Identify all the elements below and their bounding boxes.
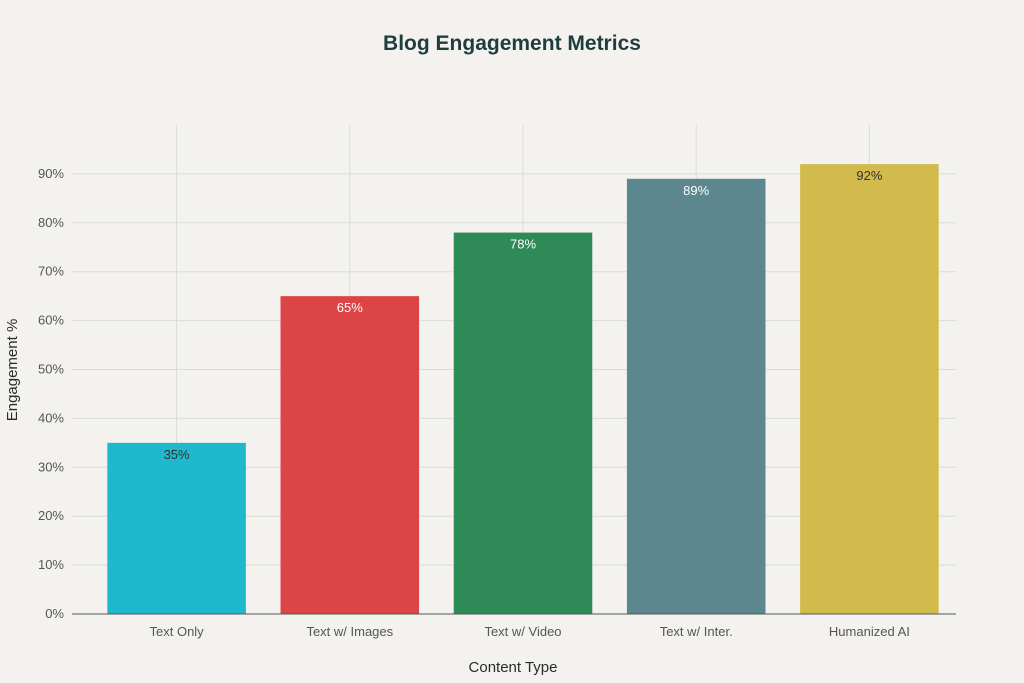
y-axis-ticks: 0% 10% 20% 30% 40% 50% 60% 70% 80% 90%	[38, 166, 64, 621]
data-label: 92%	[856, 168, 882, 183]
data-label: 89%	[683, 183, 709, 198]
y-axis-title: Engagement %	[4, 319, 21, 422]
y-tick-label: 40%	[38, 410, 64, 425]
y-tick-label: 70%	[38, 264, 64, 279]
x-tick-label: Humanized AI	[829, 624, 910, 639]
y-tick-label: 80%	[38, 215, 64, 230]
data-label: 78%	[510, 237, 536, 252]
y-tick-label: 90%	[38, 166, 64, 181]
x-tick-label: Text Only	[150, 624, 205, 639]
bar[interactable]	[453, 232, 593, 614]
y-tick-label: 20%	[38, 508, 64, 523]
y-tick-label: 0%	[45, 606, 64, 621]
x-tick-label: Text w/ Inter.	[660, 624, 733, 639]
bar[interactable]	[107, 442, 246, 614]
x-tick-label: Text w/ Images	[306, 624, 393, 639]
x-tick-label: Text w/ Video	[484, 624, 561, 639]
y-tick-label: 60%	[38, 313, 64, 328]
bars	[107, 164, 939, 615]
data-label: 35%	[164, 447, 190, 462]
x-axis-title: Content Type	[469, 659, 558, 676]
bar[interactable]	[800, 164, 939, 614]
x-axis-ticks: Text Only Text w/ Images Text w/ Video Text…	[150, 624, 910, 639]
y-tick-label: 10%	[38, 557, 64, 572]
y-tick-label: 50%	[38, 362, 64, 377]
data-labels: 35% 65% 78% 89% 92%	[164, 168, 883, 462]
data-label: 65%	[337, 300, 363, 315]
bar[interactable]	[626, 178, 766, 615]
y-tick-label: 30%	[38, 459, 64, 474]
bar[interactable]	[280, 296, 420, 614]
chart-title: Blog Engagement Metrics	[383, 32, 641, 55]
